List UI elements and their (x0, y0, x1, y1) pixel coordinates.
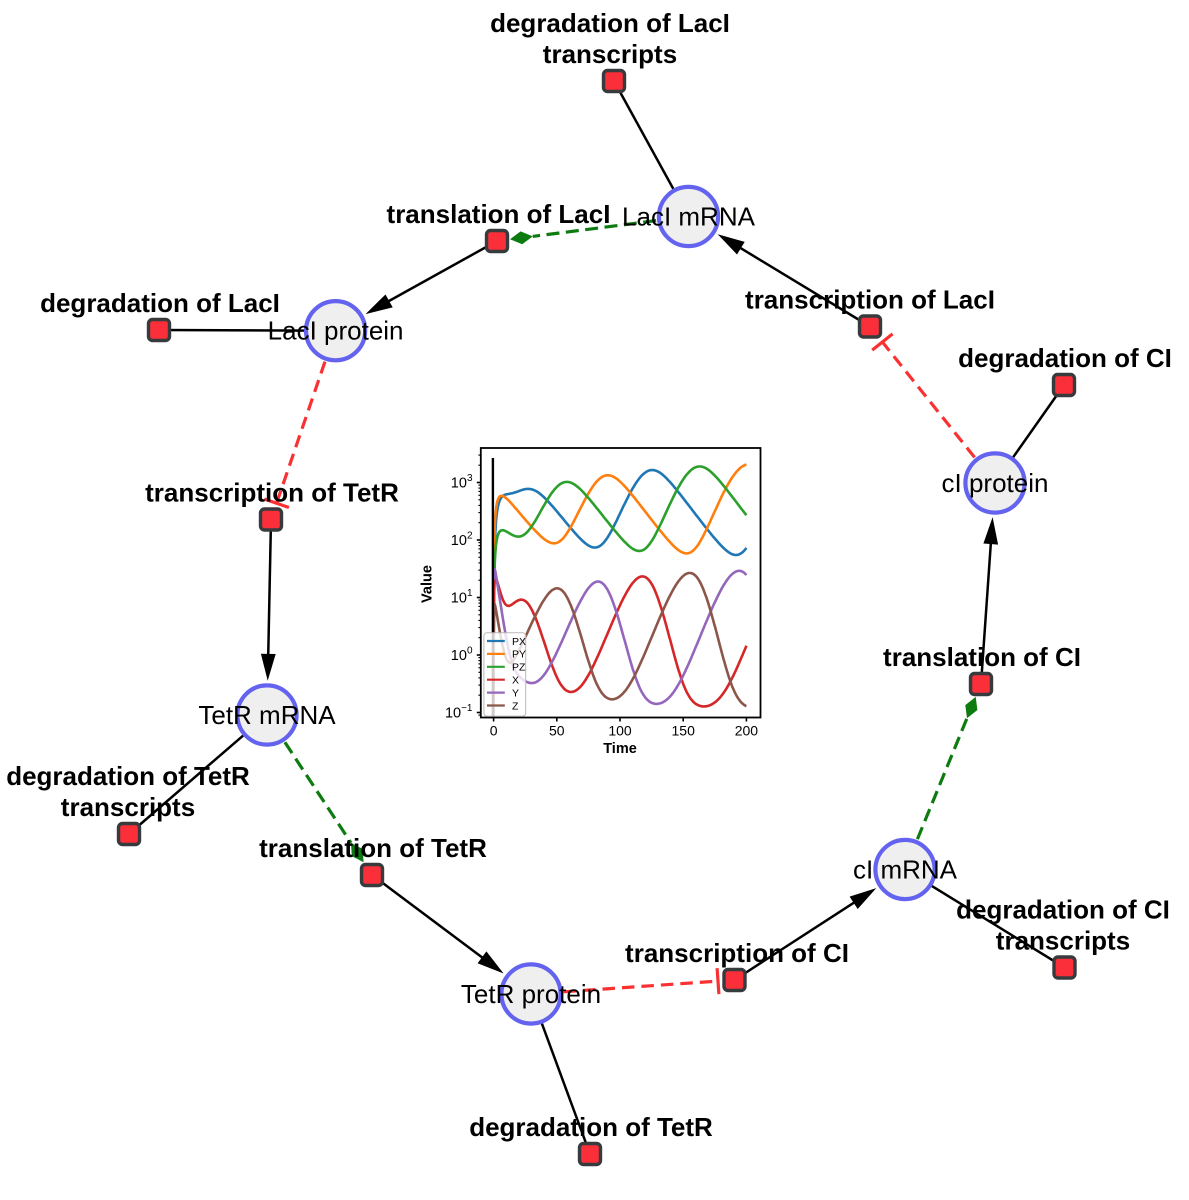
svg-text:cI protein: cI protein (942, 468, 1049, 498)
svg-text:degradation of CI: degradation of CI (958, 343, 1172, 373)
svg-text:0: 0 (490, 723, 498, 739)
svg-text:X: X (512, 675, 519, 687)
svg-text:transcription of TetR: transcription of TetR (145, 478, 399, 508)
svg-text:LacI mRNA: LacI mRNA (622, 202, 756, 232)
svg-text:translation of TetR: translation of TetR (259, 833, 487, 863)
svg-text:50: 50 (549, 723, 565, 739)
svg-text:102: 102 (451, 531, 473, 550)
svg-text:PX: PX (512, 636, 526, 648)
svg-text:TetR mRNA: TetR mRNA (198, 700, 336, 730)
svg-text:TetR protein: TetR protein (461, 979, 601, 1009)
svg-text:transcripts: transcripts (61, 792, 195, 822)
svg-text:transcription of LacI: transcription of LacI (745, 285, 995, 315)
svg-text:200: 200 (735, 723, 759, 739)
svg-text:translation of LacI: translation of LacI (387, 199, 611, 229)
svg-text:PZ: PZ (512, 662, 526, 674)
svg-text:degradation of TetR: degradation of TetR (6, 761, 250, 791)
svg-text:100: 100 (608, 723, 632, 739)
svg-text:LacI protein: LacI protein (268, 316, 404, 346)
svg-text:10−1: 10−1 (445, 703, 473, 722)
svg-text:degradation of LacI: degradation of LacI (490, 8, 730, 38)
svg-text:translation of CI: translation of CI (883, 642, 1081, 672)
svg-text:PY: PY (512, 649, 526, 661)
svg-text:transcripts: transcripts (543, 39, 677, 69)
svg-text:Value: Value (420, 565, 436, 603)
svg-text:100: 100 (451, 646, 473, 665)
svg-text:cI mRNA: cI mRNA (853, 855, 958, 885)
svg-text:degradation of TetR: degradation of TetR (469, 1112, 713, 1142)
svg-text:150: 150 (672, 723, 696, 739)
svg-text:Z: Z (512, 700, 519, 712)
svg-text:transcription of CI: transcription of CI (625, 938, 849, 968)
svg-text:Time: Time (603, 741, 637, 757)
svg-text:103: 103 (451, 473, 473, 492)
svg-text:degradation of CI: degradation of CI (956, 895, 1170, 925)
svg-text:101: 101 (451, 588, 473, 607)
svg-text:degradation of LacI: degradation of LacI (40, 288, 280, 318)
svg-text:transcripts: transcripts (996, 926, 1130, 956)
svg-text:Y: Y (512, 687, 519, 699)
